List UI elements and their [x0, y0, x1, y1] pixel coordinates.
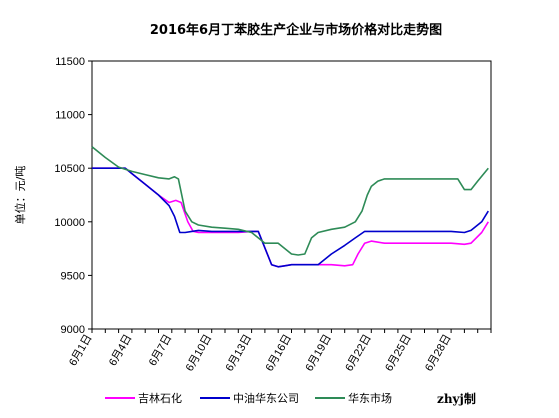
y-tick-label: 11000 — [55, 110, 85, 122]
x-tick-label: 6月4日 — [107, 333, 135, 369]
legend-label: 中油华东公司 — [233, 391, 299, 405]
legend: 吉林石化 中油华东公司 华东市场 — [105, 391, 392, 405]
y-tick-label: 10500 — [54, 163, 85, 175]
x-tick-label: 6月7日 — [147, 333, 175, 369]
chart-title: 2016年6月丁苯胶生产企业与市场价格对比走势图 — [150, 22, 442, 38]
x-tick-label: 6月13日 — [224, 333, 255, 374]
x-tick-label: 6月10日 — [184, 333, 215, 374]
x-tick-label: 6月25日 — [383, 333, 414, 374]
legend-label: 吉林石化 — [138, 391, 182, 405]
x-tick-label: 6月19日 — [303, 333, 334, 374]
series-lines — [91, 146, 489, 268]
x-tick-label: 6月22日 — [343, 333, 374, 374]
legend-label: 华东市场 — [348, 391, 392, 405]
y-tick-label: 10000 — [54, 217, 85, 229]
series-line-2 — [91, 146, 489, 256]
series-line-1 — [92, 167, 489, 268]
x-tick-label: 6月28日 — [423, 333, 454, 374]
y-axis-label: 单位：元/吨 — [13, 166, 27, 225]
x-tick-label: 6月1日 — [67, 333, 95, 369]
x-tick-label: 6月16日 — [264, 333, 295, 374]
x-axis: 6月1日 6月4日 6月7日 6月10日 6月13日 6月16日 6月19日 6月22日 6月2… — [67, 329, 492, 374]
plot-area — [91, 60, 492, 330]
credit-text: zhyj制 — [437, 391, 476, 406]
y-tick-label: 9000 — [61, 324, 85, 336]
y-axis: 9000 9500 10000 10500 11000 11500 — [54, 56, 92, 336]
y-tick-label: 11500 — [55, 56, 85, 68]
y-tick-label: 9500 — [61, 270, 85, 282]
